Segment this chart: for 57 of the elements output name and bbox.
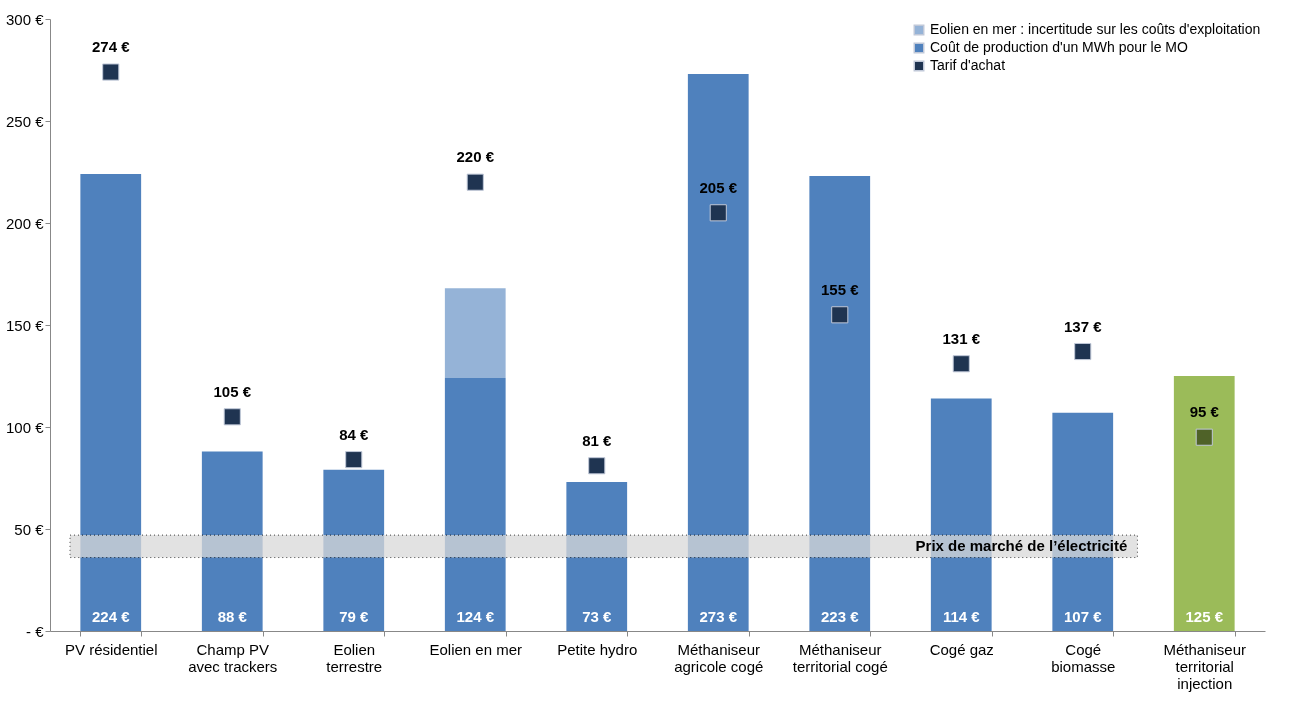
data-label: 124 €: [456, 608, 495, 625]
data-label: 223 €: [820, 608, 860, 625]
data-label: 205 €: [699, 178, 738, 196]
data-label: 95 €: [1189, 403, 1220, 421]
point: [1195, 428, 1213, 446]
y-tick-label: - €: [25, 622, 45, 640]
data-label: 125 €: [1185, 608, 1224, 625]
y-tick-label: 100 €: [5, 418, 45, 436]
y-tick-label: 200 €: [5, 214, 45, 232]
bar: [1173, 376, 1235, 631]
point: [466, 173, 484, 191]
x-tick-label: Petite hydro: [557, 640, 638, 658]
point: [345, 451, 363, 469]
bar: [687, 74, 749, 631]
legend-label: Coût de production d'un MWh pour le MO: [930, 39, 1189, 55]
point: [1074, 342, 1092, 361]
x-tick-label: Cogé biomasse: [1051, 640, 1116, 675]
y-tick-label: 300 €: [5, 10, 45, 28]
x-tick-label: Méthaniseur agricole cogé: [674, 640, 764, 675]
data-label: 273 €: [699, 608, 738, 625]
y-tick-label: 50 €: [14, 520, 45, 538]
legend-label: Eolien en mer : incertitude sur les coûts d'exploitation: [930, 21, 1261, 37]
data-label: 79 €: [339, 608, 369, 625]
bar: [444, 378, 506, 631]
data-label: 137 €: [1063, 317, 1103, 335]
x-tick-label: Cogé gaz: [929, 640, 994, 658]
data-label: 220 €: [456, 148, 495, 166]
bar: [80, 174, 142, 631]
data-label: 114 €: [942, 608, 981, 625]
y-tick-label: 150 €: [5, 316, 45, 334]
x-tick-label: Méthaniseur territorial cogé: [792, 640, 888, 675]
y-tick-label: 250 €: [5, 112, 45, 130]
data-label: 107 €: [1063, 608, 1103, 625]
point: [831, 306, 849, 324]
x-tick-label: Champ PV avec trackers: [188, 640, 278, 675]
bar: [444, 288, 506, 379]
x-tick-label: Eolien en mer: [429, 640, 523, 658]
data-label: 131 €: [942, 329, 981, 347]
data-label: 224 €: [91, 608, 131, 625]
x-tick-label: Méthaniseur territorial injection: [1163, 640, 1247, 692]
point: [588, 457, 606, 475]
data-label: 155 €: [820, 280, 860, 298]
point: [952, 355, 970, 373]
bar: [809, 176, 871, 631]
point: [102, 63, 120, 81]
data-label: 274 €: [91, 38, 131, 56]
x-tick-label: PV résidentiel: [64, 640, 158, 658]
data-label: 84 €: [339, 425, 369, 443]
legend-label: Tarif d'achat: [930, 57, 1006, 73]
x-tick-label: Eolien terrestre: [326, 640, 383, 675]
point: [223, 408, 241, 426]
data-label: 105 €: [213, 382, 252, 400]
data-label: 73 €: [582, 608, 612, 625]
point: [709, 204, 727, 222]
band-label: Prix de marché de l’électricité: [915, 537, 1128, 555]
data-label: 88 €: [217, 608, 248, 625]
data-label: 81 €: [582, 431, 612, 449]
